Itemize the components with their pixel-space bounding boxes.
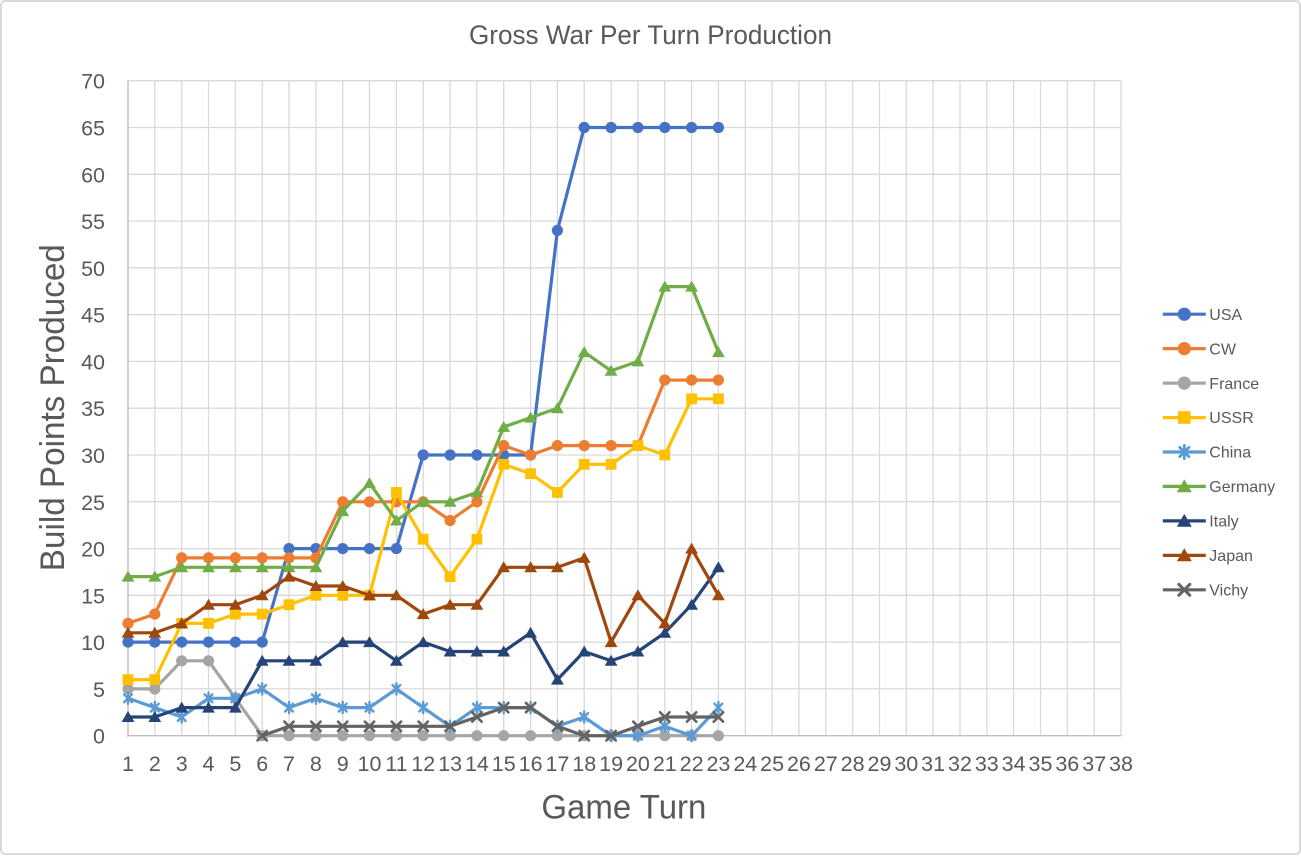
svg-text:35: 35 xyxy=(81,397,105,421)
svg-text:Italy: Italy xyxy=(1209,514,1238,531)
svg-text:55: 55 xyxy=(81,210,105,234)
svg-text:60: 60 xyxy=(81,163,105,187)
svg-text:7: 7 xyxy=(283,752,295,776)
svg-text:USSR: USSR xyxy=(1209,410,1253,427)
svg-text:32: 32 xyxy=(948,752,972,776)
svg-text:Game Turn: Game Turn xyxy=(541,789,706,827)
svg-text:28: 28 xyxy=(841,752,865,776)
svg-text:19: 19 xyxy=(599,752,623,776)
svg-text:Japan: Japan xyxy=(1209,548,1253,565)
svg-text:31: 31 xyxy=(921,752,945,776)
svg-text:China: China xyxy=(1209,445,1251,462)
svg-text:33: 33 xyxy=(975,752,999,776)
svg-text:37: 37 xyxy=(1082,752,1106,776)
svg-text:12: 12 xyxy=(411,752,435,776)
svg-text:10: 10 xyxy=(81,631,105,655)
svg-text:CW: CW xyxy=(1209,341,1237,358)
svg-text:Germany: Germany xyxy=(1209,479,1275,496)
svg-text:Gross War Per Turn Production: Gross War Per Turn Production xyxy=(469,20,832,50)
svg-text:27: 27 xyxy=(814,752,838,776)
svg-text:36: 36 xyxy=(1055,752,1079,776)
svg-text:France: France xyxy=(1209,376,1259,393)
svg-text:34: 34 xyxy=(1002,752,1026,776)
svg-text:30: 30 xyxy=(894,752,918,776)
svg-text:30: 30 xyxy=(81,444,105,468)
svg-text:15: 15 xyxy=(492,752,516,776)
svg-text:15: 15 xyxy=(81,584,105,608)
svg-text:5: 5 xyxy=(229,752,241,776)
svg-text:25: 25 xyxy=(760,752,784,776)
svg-text:20: 20 xyxy=(626,752,650,776)
svg-text:1: 1 xyxy=(122,752,134,776)
svg-text:65: 65 xyxy=(81,117,105,141)
svg-text:5: 5 xyxy=(93,678,105,702)
svg-text:40: 40 xyxy=(81,350,105,374)
svg-text:29: 29 xyxy=(868,752,892,776)
svg-text:21: 21 xyxy=(653,752,677,776)
svg-text:Vichy: Vichy xyxy=(1209,583,1248,600)
svg-text:USA: USA xyxy=(1209,307,1242,324)
svg-text:6: 6 xyxy=(256,752,268,776)
svg-text:9: 9 xyxy=(337,752,349,776)
svg-text:24: 24 xyxy=(733,752,757,776)
svg-text:11: 11 xyxy=(385,752,407,776)
svg-text:8: 8 xyxy=(310,752,322,776)
svg-text:70: 70 xyxy=(81,70,105,94)
svg-text:Build Points Produced: Build Points Produced xyxy=(34,244,72,571)
svg-text:2: 2 xyxy=(149,752,161,776)
svg-text:0: 0 xyxy=(93,725,105,749)
svg-text:22: 22 xyxy=(680,752,704,776)
svg-text:23: 23 xyxy=(706,752,730,776)
svg-text:38: 38 xyxy=(1109,752,1133,776)
svg-text:16: 16 xyxy=(519,752,543,776)
svg-text:26: 26 xyxy=(787,752,811,776)
svg-text:35: 35 xyxy=(1029,752,1053,776)
svg-text:25: 25 xyxy=(81,491,105,515)
svg-text:4: 4 xyxy=(203,752,215,776)
svg-text:3: 3 xyxy=(176,752,188,776)
svg-text:20: 20 xyxy=(81,538,105,562)
svg-text:10: 10 xyxy=(358,752,382,776)
svg-text:17: 17 xyxy=(545,752,569,776)
svg-text:13: 13 xyxy=(438,752,462,776)
svg-text:14: 14 xyxy=(465,752,489,776)
svg-text:45: 45 xyxy=(81,304,105,328)
svg-text:18: 18 xyxy=(572,752,596,776)
svg-text:50: 50 xyxy=(81,257,105,281)
